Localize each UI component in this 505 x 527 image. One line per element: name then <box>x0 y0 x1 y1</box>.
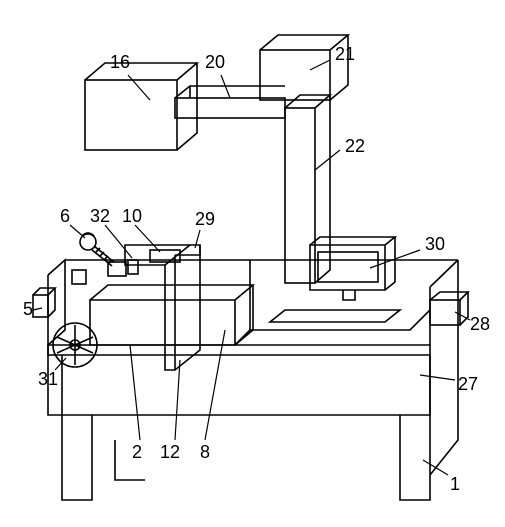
label-32: 32 <box>90 206 110 226</box>
label-8: 8 <box>200 442 210 462</box>
label-30: 30 <box>425 234 445 254</box>
label-28: 28 <box>470 314 490 334</box>
label-22: 22 <box>345 136 365 156</box>
label-27: 27 <box>458 374 478 394</box>
label-1: 1 <box>450 474 460 494</box>
label-2: 2 <box>132 442 142 462</box>
label-31: 31 <box>38 369 58 389</box>
label-6: 6 <box>60 206 70 226</box>
label-12: 12 <box>160 442 180 462</box>
label-10: 10 <box>122 206 142 226</box>
label-5: 5 <box>23 299 33 319</box>
label-16: 16 <box>110 52 130 72</box>
label-20: 20 <box>205 52 225 72</box>
label-29: 29 <box>195 209 215 229</box>
machine-diagram: 16 20 21 22 30 28 27 1 6 32 10 29 5 31 2… <box>0 0 505 527</box>
label-21: 21 <box>335 44 355 64</box>
